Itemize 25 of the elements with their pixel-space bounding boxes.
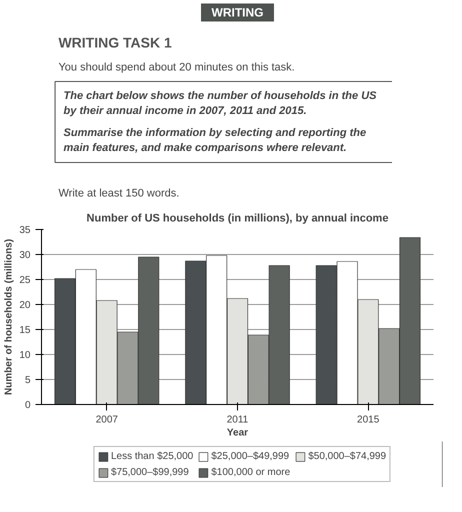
legend-label: Less than $25,000 xyxy=(110,450,194,462)
text: You should spend about 20 minutes on this task. xyxy=(58,62,295,74)
y-tick-label: 25 xyxy=(19,275,31,286)
y-tick-label: 0 xyxy=(24,400,31,411)
legend-label: $100,000 or more xyxy=(211,466,290,478)
y-axis-title: Number of households (millions) xyxy=(3,238,14,396)
y-tick-label: 5 xyxy=(24,375,31,386)
y-tick-label: 30 xyxy=(19,250,31,261)
y-tick-label: 20 xyxy=(19,300,31,311)
x-tick-label: 2007 xyxy=(96,414,118,426)
y-tick-label: 35 xyxy=(19,225,31,236)
legend-label: $50,000–$74,999 xyxy=(308,450,386,462)
text: Summarise the information by selecting and reporting the main features, and make comparisons where relevant. xyxy=(64,127,366,154)
text: WRITING xyxy=(212,6,264,20)
chart-title: Number of US households (in millions), by annual income xyxy=(86,212,388,224)
text: WRITING TASK 1 xyxy=(58,34,172,50)
legend-label: $25,000–$49,999 xyxy=(211,450,290,462)
y-tick-label: 10 xyxy=(19,350,31,361)
text: Write at least 150 words. xyxy=(58,188,180,200)
text: The chart below shows the number of households in the US by their annual income in 2007, 2011 and 2015. xyxy=(64,90,378,117)
legend-label: $75,000–$99,999 xyxy=(110,466,189,478)
y-tick-label: 15 xyxy=(19,325,31,336)
x-tick-label: 2015 xyxy=(357,414,380,426)
x-tick-label: 2011 xyxy=(226,414,249,426)
x-axis-title: Year xyxy=(226,428,248,438)
